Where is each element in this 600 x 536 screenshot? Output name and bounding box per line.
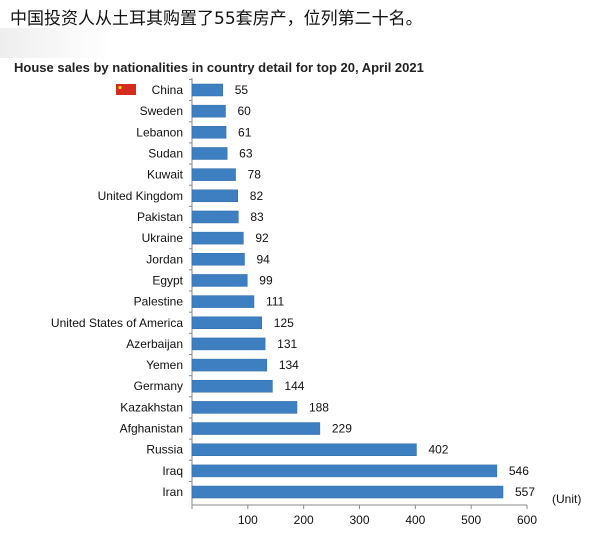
bar-azerbaijan — [191, 337, 266, 351]
bar-palestine — [191, 295, 255, 308]
bar-sudan — [191, 147, 228, 160]
bar-iran — [191, 485, 504, 499]
chart-title: House sales by nationalities in country … — [14, 60, 424, 75]
china-flag-icon — [116, 84, 136, 95]
category-label: Yemen — [146, 358, 183, 372]
background-shade — [0, 28, 110, 58]
data-label: 229 — [332, 422, 352, 436]
bar-germany — [191, 379, 273, 393]
bar-china — [191, 83, 223, 97]
category-label: Jordan — [146, 252, 183, 266]
category-label: Lebanon — [136, 125, 183, 139]
category-label: Sudan — [148, 146, 183, 160]
category-label: Palestine — [134, 295, 184, 309]
category-label: Kazakhstan — [120, 400, 183, 414]
category-label: Iraq — [162, 464, 183, 478]
headline: 中国投资人从土耳其购置了55套房产，位列第二十名。 — [10, 9, 423, 29]
bar-kazakhstan — [191, 401, 298, 414]
data-label: 55 — [235, 83, 249, 97]
data-label: 92 — [255, 231, 269, 245]
data-label: 61 — [238, 125, 252, 139]
category-label: Russia — [146, 443, 183, 457]
category-label: Pakistan — [137, 210, 183, 224]
bar-jordan — [191, 253, 245, 266]
unit-label: (Unit) — [552, 492, 581, 506]
category-label: Germany — [134, 379, 183, 393]
data-label: 546 — [509, 464, 529, 478]
bar-russia — [191, 443, 417, 456]
category-label: Azerbaijan — [126, 337, 183, 351]
data-label: 111 — [266, 295, 285, 309]
x-tick-label: 400 — [405, 513, 425, 527]
category-label: Afghanistan — [120, 422, 183, 436]
bar-yemen — [191, 358, 268, 372]
data-label: 83 — [250, 210, 264, 224]
data-label: 557 — [515, 485, 535, 499]
data-label: 78 — [248, 168, 262, 182]
bar-lebanon — [191, 126, 227, 139]
category-label: Kuwait — [147, 168, 184, 182]
x-tick-label: 100 — [238, 513, 258, 527]
bar-iraq — [191, 464, 498, 478]
bar-pakistan — [191, 210, 239, 224]
x-tick-label: 600 — [517, 513, 537, 527]
bar-united-kingdom — [191, 189, 239, 203]
data-label: 134 — [279, 358, 299, 372]
bar-kuwait — [191, 168, 236, 181]
data-label: 63 — [239, 146, 253, 160]
category-label: China — [152, 83, 184, 97]
bar-afghanistan — [191, 422, 321, 435]
x-tick-label: 300 — [349, 513, 369, 527]
category-label: Iran — [162, 485, 183, 499]
x-tick-label: 200 — [294, 513, 314, 527]
data-label: 188 — [309, 400, 329, 414]
bar-sweden — [191, 104, 226, 118]
bar-ukraine — [191, 231, 244, 245]
category-label: Egypt — [152, 273, 183, 287]
category-label: Ukraine — [142, 231, 184, 245]
data-label: 99 — [259, 273, 273, 287]
data-label: 125 — [274, 316, 294, 330]
bar-egypt — [191, 274, 248, 287]
data-label: 131 — [277, 337, 297, 351]
data-label: 402 — [428, 443, 448, 457]
category-label: United States of America — [51, 316, 183, 330]
data-label: 60 — [238, 104, 252, 118]
category-label: United Kingdom — [98, 189, 183, 203]
x-tick-label: 500 — [461, 513, 481, 527]
data-label: 82 — [250, 189, 264, 203]
bar-united-states-of-america — [191, 316, 263, 330]
category-label: Sweden — [140, 104, 183, 118]
data-label: 94 — [256, 252, 270, 266]
data-label: 144 — [284, 379, 304, 393]
